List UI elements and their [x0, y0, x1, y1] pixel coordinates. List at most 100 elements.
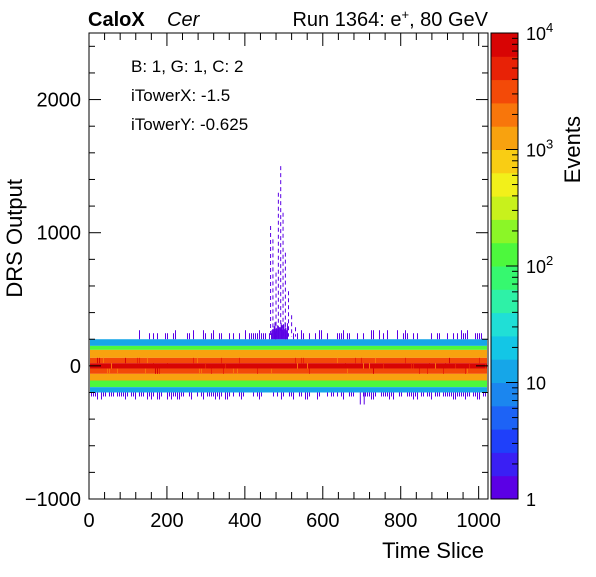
- lower-outlier-cell: [467, 392, 468, 397]
- texture-cell: [303, 357, 304, 364]
- color-swatch-9: [491, 266, 518, 290]
- upper-outlier-cell: [297, 333, 298, 340]
- upper-outlier-cell: [457, 333, 458, 340]
- lower-outlier-cell: [485, 392, 486, 397]
- lower-outlier-cell: [253, 392, 254, 397]
- upper-outlier-cell: [139, 330, 140, 340]
- lower-outlier-cell: [459, 392, 460, 397]
- color-swatch-7: [491, 312, 518, 337]
- upper-outlier-cell: [347, 333, 348, 340]
- upper-outlier-cell: [251, 333, 252, 340]
- texture-cell: [419, 368, 420, 374]
- upper-outlier-cell: [167, 333, 168, 340]
- upper-outlier-cell: [461, 330, 462, 340]
- lower-outlier-cell: [383, 392, 384, 397]
- upper-outlier-cell: [157, 333, 158, 340]
- upper-outlier-cell: [319, 330, 320, 340]
- texture-cell: [205, 363, 206, 369]
- channel-label: Cer: [167, 9, 201, 31]
- lower-outlier-cell: [201, 392, 202, 397]
- experiment-label: CaloX: [88, 9, 145, 31]
- x-tick-label: 600: [306, 510, 339, 532]
- baseline-band-5: [90, 368, 487, 374]
- upper-outlier-cell: [405, 330, 406, 340]
- texture-cell: [237, 368, 238, 374]
- lower-outlier-cell: [305, 392, 306, 400]
- lower-outlier-cell: [417, 392, 418, 400]
- upper-outlier-cell: [453, 333, 454, 340]
- lower-outlier-cell: [241, 392, 242, 400]
- texture-cell: [233, 368, 234, 374]
- upper-outlier-cell: [261, 333, 262, 340]
- lower-outlier-cell: [93, 392, 94, 397]
- lower-outlier-cell: [475, 392, 476, 397]
- info-box-line-2: iTowerX: -1.5: [131, 86, 230, 105]
- pulse-base-cell: [272, 329, 274, 340]
- lower-outlier-cell: [423, 392, 424, 397]
- lower-outlier-cell: [225, 392, 226, 400]
- lower-outlier-cell: [401, 392, 402, 397]
- texture-cell: [159, 368, 160, 374]
- upper-outlier-cell: [189, 333, 190, 340]
- texture-cell: [347, 368, 348, 374]
- upper-outlier-cell: [265, 333, 266, 340]
- baseline-band-0: [90, 339, 487, 346]
- lower-outlier-cell: [207, 392, 208, 397]
- pulse-base-cell: [275, 331, 277, 340]
- color-swatch-12: [491, 196, 518, 220]
- lower-outlier-cell: [387, 392, 388, 397]
- z-tick-label: 1: [526, 490, 536, 510]
- color-swatch-13: [491, 172, 518, 197]
- y-axis-title: DRS Output: [2, 179, 27, 298]
- color-swatch-18: [491, 56, 518, 81]
- upper-outlier-cell: [309, 333, 310, 340]
- z-tick-label: 103: [526, 137, 553, 161]
- upper-outlier-cell: [343, 330, 344, 340]
- upper-outlier-cell: [447, 333, 448, 340]
- lower-outlier-cell: [363, 392, 364, 397]
- upper-outlier-cell: [153, 333, 154, 340]
- texture-cell: [465, 368, 466, 374]
- texture-cell: [155, 368, 156, 374]
- color-swatch-8: [491, 289, 518, 314]
- upper-outlier-cell: [387, 330, 388, 340]
- upper-outlier-cell: [255, 333, 256, 340]
- lower-outlier-cell: [289, 392, 290, 397]
- color-swatch-10: [491, 242, 518, 267]
- upper-outlier-cell: [259, 330, 260, 340]
- upper-outlier-cell: [417, 333, 418, 340]
- x-tick-label: 200: [150, 510, 183, 532]
- pulse-base-cell: [276, 328, 278, 340]
- lower-outlier-cell: [429, 392, 430, 397]
- texture-cell: [107, 368, 108, 374]
- lower-outlier-cell: [349, 392, 350, 397]
- texture-cell: [295, 357, 296, 364]
- upper-outlier-cell: [477, 333, 478, 340]
- texture-cell: [97, 357, 98, 364]
- lower-outlier-cell: [173, 392, 174, 397]
- pulse-base-cell: [276, 325, 278, 340]
- texture-cell: [301, 357, 302, 364]
- upper-outlier-cell: [187, 333, 188, 340]
- upper-outlier-cell: [221, 333, 222, 340]
- lower-outlier-cell: [233, 392, 234, 397]
- texture-cell: [309, 368, 310, 374]
- lower-outlier-cell: [353, 392, 354, 397]
- lower-outlier-cell: [455, 392, 456, 400]
- texture-cell: [375, 357, 376, 364]
- lower-outlier-cell: [239, 392, 240, 397]
- pulse-base-cell: [285, 328, 287, 340]
- upper-outlier-cell: [149, 333, 150, 340]
- y-axis: −1000 0 1000 2000: [25, 45, 488, 511]
- texture-cell: [225, 363, 226, 369]
- x-tick-label: 0: [83, 510, 94, 532]
- lower-outlier-cell: [359, 392, 361, 405]
- upper-outlier-cell: [479, 333, 480, 340]
- upper-outlier-cell: [233, 333, 234, 340]
- z-tick-label: 102: [526, 253, 553, 277]
- pulse-base-cell: [279, 327, 281, 340]
- pulse-base-cell: [274, 322, 276, 340]
- lower-outlier-cell: [157, 392, 158, 400]
- upper-outlier-cell: [257, 333, 258, 340]
- upper-outlier-cell: [321, 330, 322, 340]
